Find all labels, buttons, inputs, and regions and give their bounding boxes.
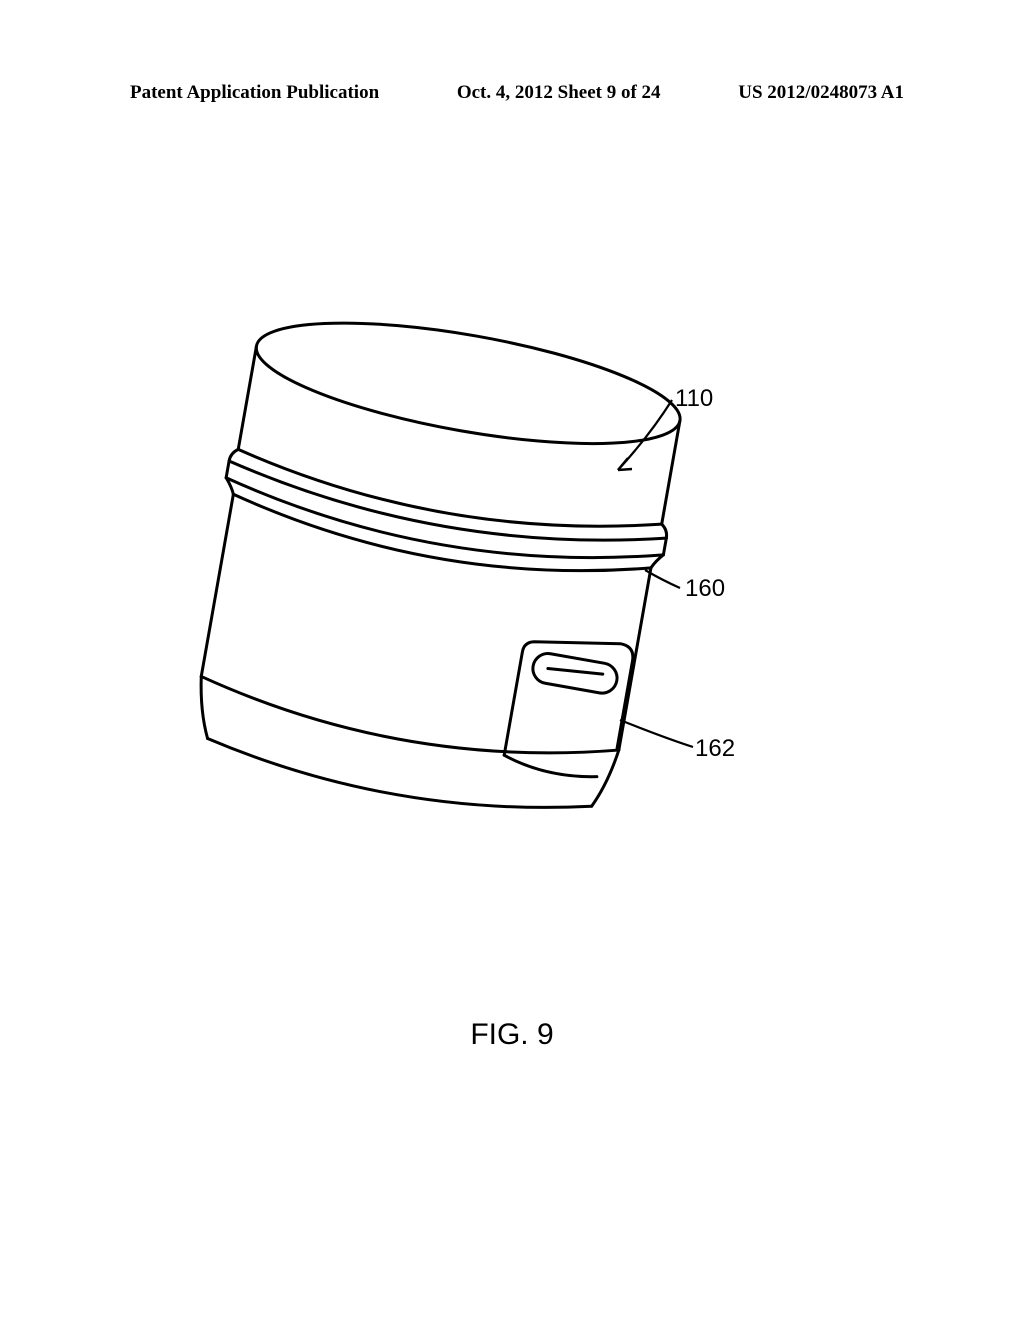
page-header: Patent Application Publication Oct. 4, 2…: [0, 82, 1024, 104]
patent-figure: 110 160 162: [0, 180, 1024, 1080]
header-center: Oct. 4, 2012 Sheet 9 of 24: [457, 82, 661, 104]
callout-110: 110: [675, 385, 713, 413]
figure-label: FIG. 9: [0, 1018, 1024, 1052]
figure-svg: [0, 180, 1024, 1080]
callout-162: 162: [695, 735, 735, 763]
callout-160: 160: [685, 575, 725, 603]
header-right: US 2012/0248073 A1: [738, 82, 904, 104]
header-left: Patent Application Publication: [130, 82, 379, 104]
